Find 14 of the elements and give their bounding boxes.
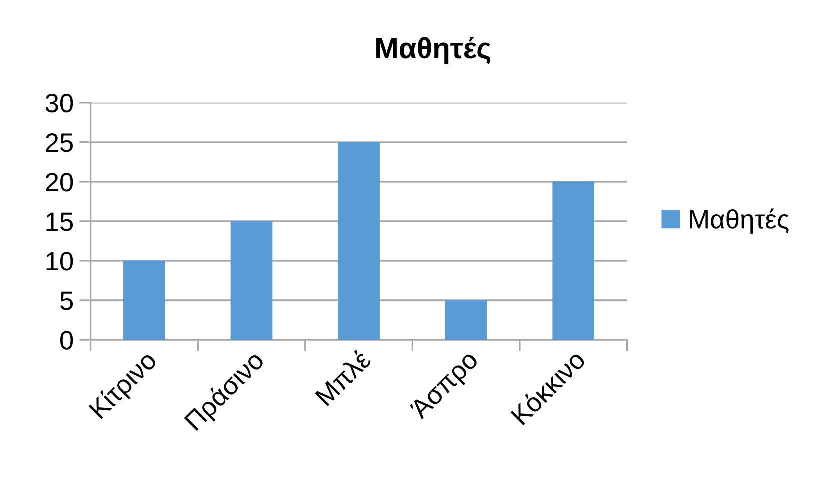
y-tick-label: 20 — [46, 173, 74, 192]
y-tick-label: 5 — [60, 292, 74, 310]
legend-label: Μαθητές — [690, 208, 789, 234]
y-tick-label: 15 — [46, 212, 74, 232]
bar — [124, 260, 166, 340]
y-tick-label: 10 — [46, 252, 74, 271]
chart-title: Μαθητές — [376, 36, 491, 64]
bar — [552, 182, 595, 340]
bar — [338, 142, 380, 340]
y-tick-label: 25 — [46, 134, 74, 152]
bar — [445, 300, 488, 340]
y-tick-label: 30 — [46, 94, 74, 113]
y-tick-label: 0 — [60, 331, 74, 350]
bar — [230, 221, 273, 340]
